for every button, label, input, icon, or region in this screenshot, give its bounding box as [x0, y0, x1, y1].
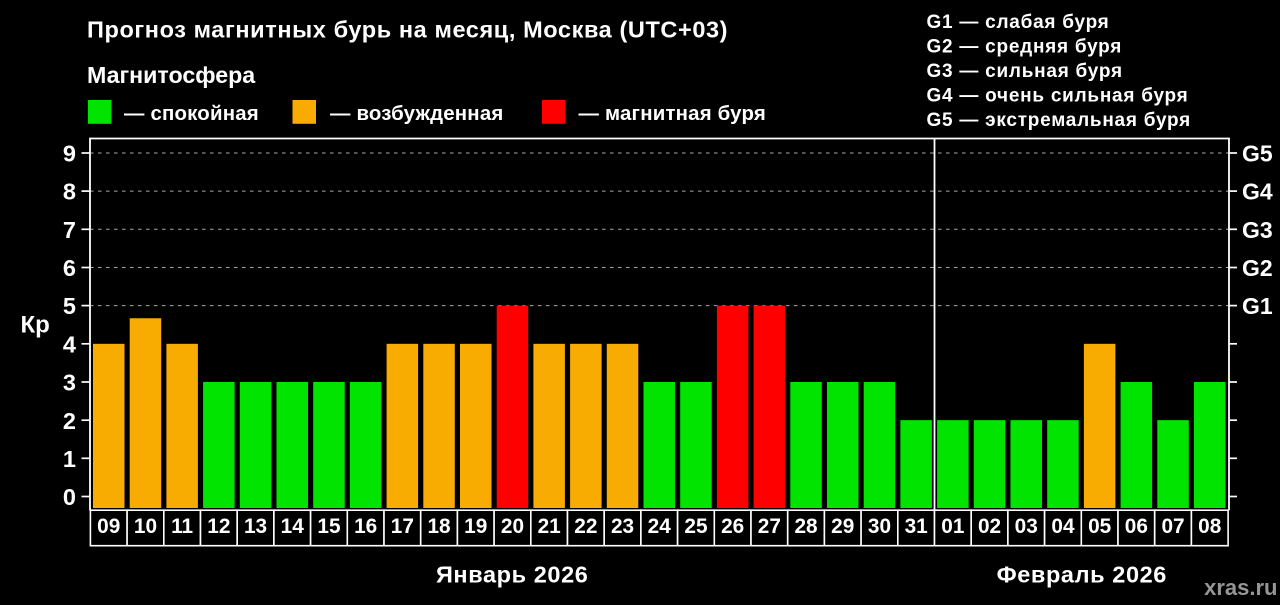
svg-text:29: 29: [831, 515, 854, 538]
svg-text:4: 4: [63, 331, 76, 357]
svg-text:01: 01: [941, 515, 964, 538]
svg-text:02: 02: [978, 515, 1001, 538]
svg-text:13: 13: [244, 515, 267, 538]
svg-text:5: 5: [63, 293, 76, 319]
svg-text:10: 10: [134, 515, 157, 538]
svg-text:Январь 2026: Январь 2026: [436, 561, 589, 587]
svg-text:03: 03: [1015, 515, 1038, 538]
svg-text:0: 0: [63, 484, 76, 510]
svg-text:08: 08: [1198, 515, 1221, 538]
svg-text:06: 06: [1125, 515, 1148, 538]
svg-text:19: 19: [464, 515, 487, 538]
svg-text:3: 3: [63, 370, 76, 396]
svg-text:G2 — средняя буря: G2 — средняя буря: [927, 36, 1123, 57]
svg-text:9: 9: [63, 141, 76, 167]
svg-text:Февраль 2026: Февраль 2026: [997, 561, 1167, 587]
svg-text:— возбужденная: — возбужденная: [330, 103, 503, 125]
svg-text:18: 18: [427, 515, 450, 538]
svg-text:1: 1: [63, 446, 76, 472]
svg-text:21: 21: [538, 515, 561, 538]
svg-text:24: 24: [648, 515, 672, 538]
svg-text:05: 05: [1088, 515, 1111, 538]
svg-text:20: 20: [501, 515, 524, 538]
svg-text:G5 — экстремальная буря: G5 — экстремальная буря: [927, 110, 1191, 131]
svg-text:11: 11: [171, 515, 193, 538]
svg-text:23: 23: [611, 515, 634, 538]
svg-text:G4 — очень сильная буря: G4 — очень сильная буря: [927, 85, 1189, 106]
svg-text:G2: G2: [1242, 255, 1273, 281]
svg-text:12: 12: [207, 515, 230, 538]
svg-text:G1: G1: [1242, 293, 1273, 319]
svg-text:8: 8: [63, 179, 76, 205]
svg-text:G5: G5: [1242, 141, 1273, 167]
svg-text:Кр: Кр: [21, 312, 50, 339]
svg-text:G1 — слабая буря: G1 — слабая буря: [927, 12, 1110, 33]
svg-text:16: 16: [354, 515, 377, 538]
svg-text:7: 7: [63, 217, 76, 243]
svg-text:26: 26: [721, 515, 744, 538]
svg-text:30: 30: [868, 515, 891, 538]
svg-text:Прогноз магнитных бурь на меся: Прогноз магнитных бурь на месяц, Москва …: [87, 17, 728, 43]
svg-text:G3: G3: [1242, 217, 1273, 243]
svg-text:Магнитосфера: Магнитосфера: [87, 62, 256, 88]
svg-text:07: 07: [1161, 515, 1184, 538]
svg-text:15: 15: [317, 515, 340, 538]
svg-text:04: 04: [1051, 515, 1075, 538]
svg-text:25: 25: [684, 515, 707, 538]
svg-text:27: 27: [758, 515, 781, 538]
svg-text:G4: G4: [1242, 179, 1273, 205]
svg-text:09: 09: [97, 515, 120, 538]
svg-text:— спокойная: — спокойная: [124, 103, 259, 125]
svg-text:G3 — сильная буря: G3 — сильная буря: [927, 61, 1123, 82]
svg-text:xras.ru: xras.ru: [1204, 575, 1277, 600]
svg-text:31: 31: [905, 515, 928, 538]
svg-text:22: 22: [574, 515, 597, 538]
svg-text:2: 2: [63, 408, 76, 434]
svg-text:17: 17: [391, 515, 414, 538]
svg-text:— магнитная буря: — магнитная буря: [579, 103, 766, 125]
svg-text:28: 28: [794, 515, 817, 538]
svg-text:14: 14: [281, 515, 305, 538]
svg-text:6: 6: [63, 255, 76, 281]
